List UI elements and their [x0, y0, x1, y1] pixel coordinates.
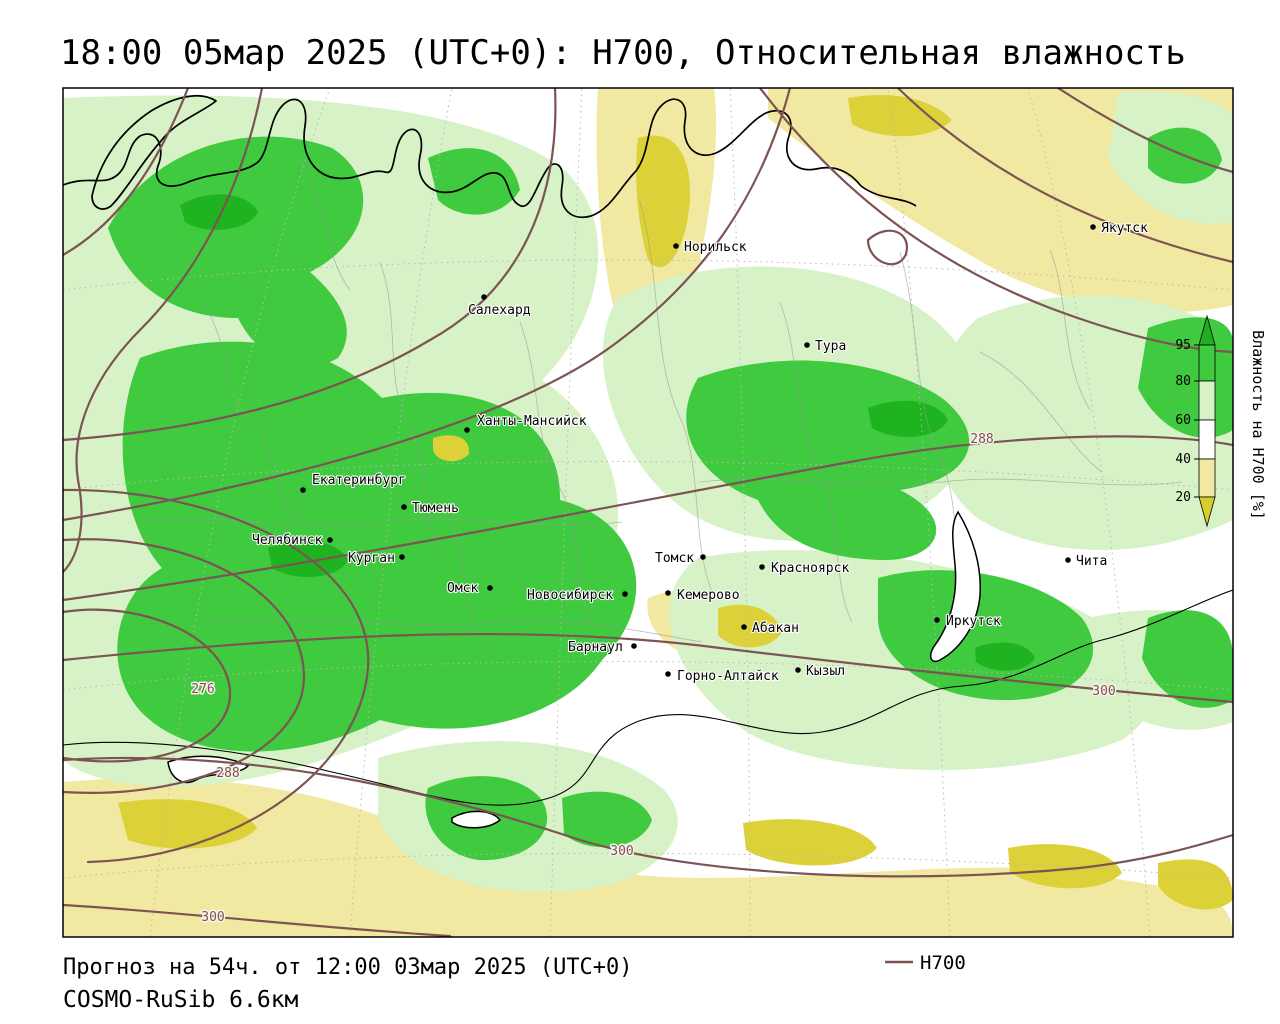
city-label: Якутск [1101, 221, 1148, 236]
legend: H700 [885, 952, 966, 974]
city-marker-salekhard: Салехард [467, 294, 532, 319]
city-label: Челябинск [252, 533, 323, 548]
city-label: Омск [447, 581, 478, 596]
city-dot [673, 243, 679, 249]
city-marker-omsk: Омск [446, 580, 493, 597]
city-label: Ханты-Мансийск [477, 414, 587, 429]
city-label: Барнаул [568, 640, 623, 655]
city-marker-tura: Тура [804, 338, 847, 355]
city-label: Салехард [468, 303, 531, 318]
city-label: Чита [1076, 554, 1107, 569]
city-dot [631, 643, 637, 649]
city-label: Тюмень [412, 501, 459, 516]
colorbar-segment-40-60 [1198, 419, 1216, 460]
city-marker-ekaterinburg: Екатеринбург [300, 472, 407, 493]
colorbar-segment-60-80 [1198, 380, 1216, 421]
city-dot [300, 487, 306, 493]
city-label: Кызыл [806, 664, 845, 679]
city-marker-krasnoyarsk: Красноярск [759, 560, 851, 577]
colorbar-segment-20-40 [1198, 458, 1216, 498]
city-marker-barnaul: Барнаул [567, 639, 637, 656]
city-label: Томск [655, 551, 694, 566]
colorbar-tick-label: 20 [1175, 490, 1191, 505]
colorbar-tick-label: 60 [1175, 413, 1191, 428]
city-label: Новосибирск [527, 588, 613, 603]
city-marker-irkutsk: Иркутск [934, 613, 1002, 630]
colorbar-segment-80-95 [1198, 344, 1216, 382]
city-label: Иркутск [946, 614, 1001, 629]
isoline-label: 300 [610, 844, 633, 859]
map-canvas: 288 276 288 300 300 300 Норильск Якутск … [63, 88, 1233, 937]
city-marker-kyzyl: Кызыл [795, 663, 846, 680]
city-marker-novosibirsk: Новосибирск [526, 587, 628, 604]
city-marker-kemerovo: Кемерово [665, 587, 741, 604]
city-label: Норильск [684, 240, 747, 255]
city-label: Курган [348, 551, 395, 566]
page-title: 18:00 05мар 2025 (UTC+0): H700, Относите… [60, 33, 1186, 73]
lake-baikal [929, 510, 981, 663]
city-marker-khanty-mansiysk: Ханты-Мансийск [464, 413, 588, 433]
city-dot [399, 554, 405, 560]
region-borders [139, 159, 1183, 651]
city-label: Екатеринбург [312, 473, 406, 488]
arctic-coastline [63, 98, 917, 219]
novaya-zemlya-coastline [91, 94, 217, 210]
isoline-label: 300 [201, 910, 224, 925]
colorbar-tick-label: 80 [1175, 374, 1191, 389]
city-marker-norilsk: Норильск [673, 239, 748, 256]
state-border [63, 589, 1233, 806]
city-dot [804, 342, 810, 348]
city-dot [700, 554, 706, 560]
city-dot [741, 624, 747, 630]
city-dot [487, 585, 493, 591]
humidity-colorbar: 95 80 60 40 20 Влажность на H700 [%] [1175, 314, 1267, 528]
isoline-label: 300 [1092, 684, 1115, 699]
humidity-fill-80-95 [108, 127, 1233, 861]
isoline-label: 276 [191, 682, 214, 697]
city-dot [795, 667, 801, 673]
city-label: Горно-Алтайск [677, 669, 779, 684]
forecast-info-line: Прогноз на 54ч. от 12:00 03мар 2025 (UTC… [63, 955, 633, 980]
city-dot [464, 427, 470, 433]
city-marker-tyumen: Тюмень [401, 500, 460, 517]
city-marker-abakan: Абакан [741, 620, 800, 637]
city-marker-tomsk: Томск [654, 550, 706, 567]
isoline-label: 288 [216, 766, 239, 781]
map-frame [62, 87, 1234, 938]
city-label: Красноярск [771, 561, 849, 576]
h700-isolines [63, 88, 1233, 937]
model-info-line: COSMO-RuSib 6.6км [63, 987, 299, 1013]
city-marker-chelyabinsk: Челябинск [251, 532, 333, 549]
graticule-lines [63, 88, 1233, 937]
colorbar-ticks [1194, 344, 1199, 498]
colorbar-title: Влажность на H700 [%] [1249, 330, 1267, 520]
isoline-label: 288 [970, 432, 993, 447]
colorbar-segment-lt20 [1198, 496, 1216, 528]
city-dot [759, 564, 765, 570]
city-marker-gorno-altaysk: Горно-Алтайск [665, 668, 780, 685]
colorbar-tick-label: 95 [1175, 338, 1191, 353]
city-dot [1065, 557, 1071, 563]
lake-zaysan [451, 810, 502, 829]
city-marker-yakutsk: Якутск [1090, 220, 1149, 237]
humidity-fill-lt20 [118, 94, 1233, 910]
city-dot [934, 617, 940, 623]
city-dot [622, 591, 628, 597]
city-dot [481, 294, 487, 300]
city-marker-chita: Чита [1065, 553, 1108, 570]
city-dot [665, 671, 671, 677]
city-label: Абакан [752, 621, 799, 636]
city-marker-kurgan: Курган [347, 550, 405, 567]
city-label: Тура [815, 339, 846, 354]
legend-label: H700 [920, 952, 966, 974]
colorbar-tick-label: 40 [1175, 452, 1191, 467]
city-dot [327, 537, 333, 543]
city-label: Кемерово [677, 588, 740, 603]
city-dot [401, 504, 407, 510]
city-dot [665, 590, 671, 596]
city-dot [1090, 224, 1096, 230]
